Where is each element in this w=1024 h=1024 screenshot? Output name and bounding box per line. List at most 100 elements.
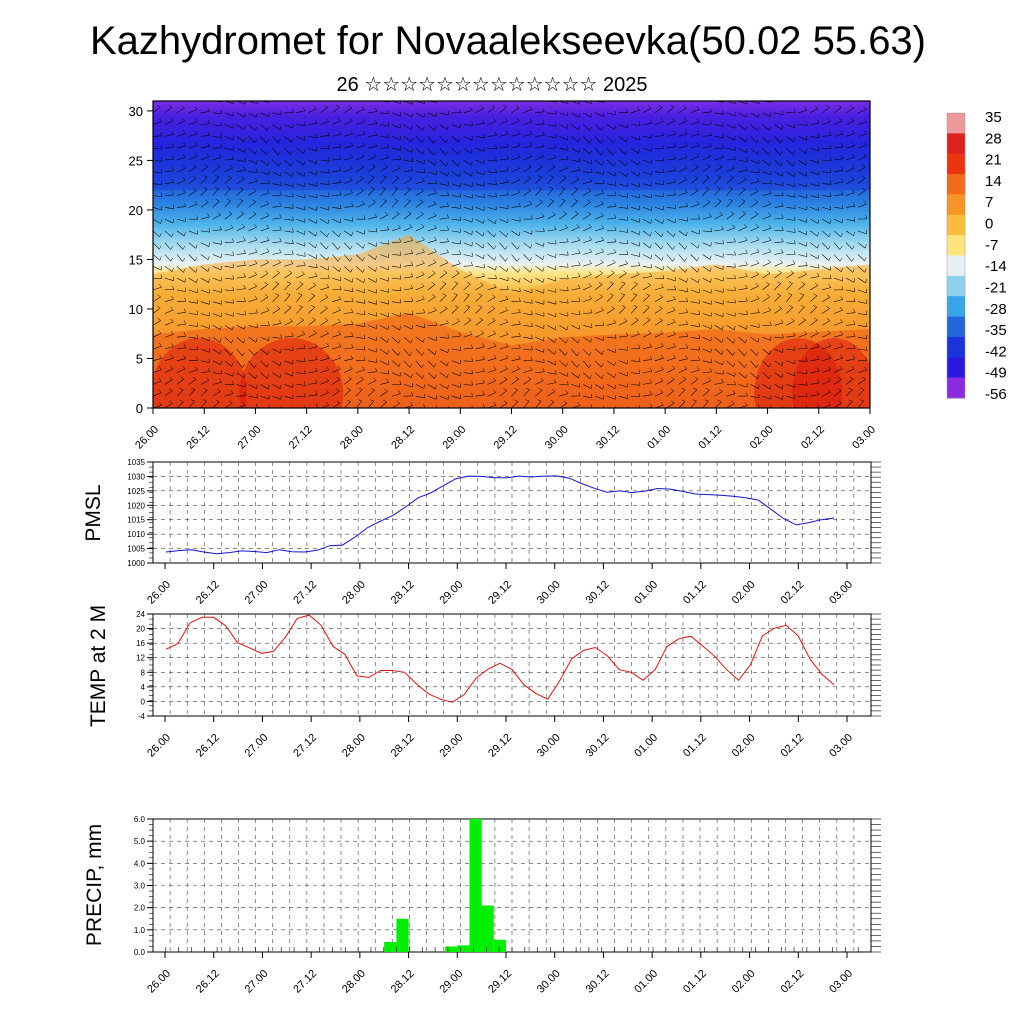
wind-barb-flag: [482, 379, 485, 384]
wind-barb-flag: [158, 118, 162, 122]
wind-barb-flag: [817, 254, 820, 259]
wind-barb: [260, 159, 268, 166]
wind-barb: [415, 112, 424, 118]
wind-barb: [272, 112, 282, 116]
wind-barb-flag: [776, 293, 781, 296]
wind-barb-flag: [769, 161, 772, 166]
wind-barb: [439, 348, 449, 354]
wind-barb: [690, 389, 698, 397]
wind-barb: [702, 230, 712, 233]
wind-barb-flag: [423, 384, 425, 389]
wind-barb-flag: [575, 176, 580, 180]
wind-barb-flag: [590, 338, 592, 343]
wind-barb: [738, 372, 746, 379]
wind-barb-flag: [504, 365, 508, 369]
wind-barb-flag: [159, 245, 162, 250]
wind-barb: [511, 389, 518, 397]
wind-barb: [487, 358, 497, 362]
heatmap-x-axis: 26.00 26.12 27.00 27.12 28.00 28.12 29.00 29.12…: [133, 408, 878, 452]
wind-barb-flag: [826, 305, 830, 309]
wind-barb-flag: [315, 379, 318, 384]
wind-barb: [642, 195, 652, 199]
wind-barb: [786, 372, 795, 377]
wind-barb: [308, 171, 317, 176]
wind-barb-flag: [696, 153, 700, 157]
wind-barb-flag: [516, 257, 520, 262]
wind-barb-flag: [567, 263, 569, 268]
wind-barb: [583, 171, 593, 173]
wind-barb-flag: [705, 175, 710, 178]
wind-barb-flag: [172, 285, 175, 290]
wind-barb: [857, 325, 867, 328]
wind-barb: [774, 112, 784, 116]
wind-barb-flag: [232, 263, 234, 268]
wind-barb-flag: [196, 356, 199, 361]
wind-barb: [762, 336, 771, 341]
wind-barb: [176, 101, 178, 102]
wind-barb: [391, 289, 402, 292]
wind-barb: [750, 285, 759, 291]
wind-barb: [833, 379, 842, 385]
wind-barb-flag: [410, 166, 414, 171]
wind-barb-flag: [458, 162, 461, 167]
wind-barb-flag: [839, 257, 843, 262]
wind-barb: [188, 121, 198, 125]
wind-barb: [702, 201, 711, 208]
wind-barb: [176, 120, 186, 125]
wind-barb-flag: [732, 351, 735, 356]
wind-barb: [846, 358, 855, 362]
wind-barb-flag: [268, 321, 270, 326]
wind-barb: [690, 301, 700, 304]
wind-barb: [487, 320, 496, 326]
wind-barb: [702, 111, 712, 114]
wind-barb-flag: [169, 400, 173, 404]
wind-barb-flag: [756, 150, 760, 155]
colorbar-label: 28: [985, 130, 1002, 147]
wind-barb: [451, 320, 460, 326]
wind-barb-flag: [518, 344, 521, 349]
wind-barb-flag: [352, 287, 354, 292]
wind-barb-flag: [160, 192, 163, 197]
wind-barb-flag: [243, 297, 246, 302]
wind-barb-flag: [537, 399, 542, 402]
wind-barb: [463, 265, 473, 267]
wind-barb: [296, 294, 303, 302]
wind-barb-flag: [756, 177, 760, 182]
wind-barb-flag: [421, 295, 425, 300]
wind-barb-flag: [768, 363, 771, 368]
wind-barb-flag: [685, 355, 688, 359]
wind-barb: [666, 218, 676, 224]
wind-barb: [308, 101, 309, 102]
wind-barb-flag: [650, 403, 653, 408]
wind-barb-flag: [435, 321, 438, 326]
wind-barb-flag: [241, 176, 245, 180]
wind-barb-flag: [806, 369, 808, 374]
wind-barb-flag: [470, 261, 473, 266]
wind-barb: [678, 133, 688, 137]
wind-barb-flag: [589, 139, 592, 144]
wind-barb-flag: [170, 246, 174, 250]
wind-barb-flag: [423, 309, 426, 313]
wind-barb-flag: [791, 318, 795, 322]
x-tick-label: 27.00: [236, 424, 264, 452]
wind-barb-flag: [721, 350, 724, 355]
colorbar-box: [947, 357, 965, 379]
wind-barb: [379, 391, 388, 397]
wind-barb: [750, 274, 759, 279]
wind-barb-flag: [733, 238, 736, 243]
wind-barb: [308, 284, 317, 291]
wind-barb: [176, 389, 184, 397]
wind-barb: [296, 171, 305, 177]
wind-barb-flag: [433, 224, 437, 229]
wind-barb-flag: [852, 142, 855, 146]
wind-barb-flag: [698, 215, 700, 220]
wind-barb-flag: [158, 401, 162, 406]
wind-barb: [535, 380, 544, 385]
wind-barb-flag: [741, 187, 746, 190]
wind-barb: [403, 124, 412, 131]
wind-barb: [284, 218, 294, 221]
wind-barb-flag: [422, 374, 425, 379]
wind-barb-flag: [614, 125, 616, 130]
wind-barb: [248, 348, 255, 356]
wind-barb: [642, 254, 652, 260]
